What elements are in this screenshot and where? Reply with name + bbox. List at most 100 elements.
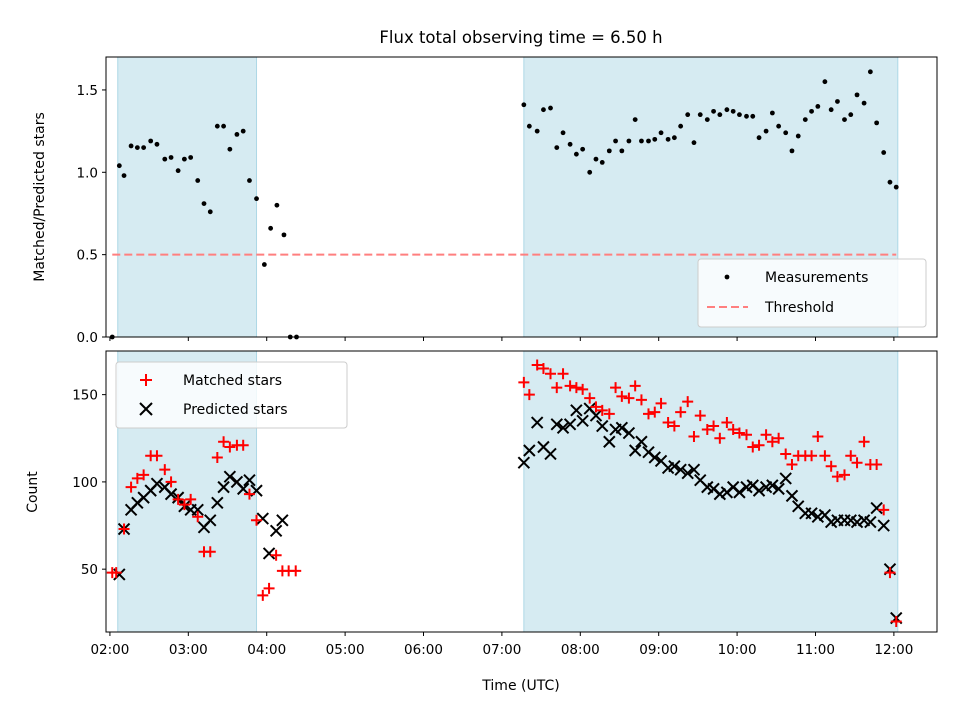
matched-star-point [760,429,772,441]
measurement-point [881,150,887,155]
x-tick-label: 12:00 [874,642,913,658]
matched-star-point [551,382,563,394]
predicted-legend-marker [139,402,153,416]
matched-star-point [786,458,798,470]
matched-star-point [701,424,713,436]
predicted-star-point [544,447,557,461]
matched-star-point [257,589,269,601]
y-tick-label: 1.5 [77,83,98,99]
predicted-legend-label: Predicted stars [183,402,288,418]
measurement-point [580,146,586,152]
top-legend: Measurements Threshold [697,258,927,328]
matched-star-point [747,441,759,453]
bottom-y-axis: 50 100 150 [72,388,106,578]
measurement-point [188,155,194,160]
measurement-point [632,117,638,122]
matched-star-point [668,420,680,432]
matched-star-point [838,469,850,481]
predicted-star-point [523,444,536,457]
matched-star-point [662,417,674,429]
predicted-star-point [628,444,642,457]
measurement-point [554,145,560,150]
measurements-legend-marker [724,274,730,280]
measurement-point [842,117,847,122]
measurement-point [802,117,808,122]
matched-star-point [138,469,150,481]
predicted-star-point [262,547,276,560]
measurement-point [685,112,691,118]
matched-star-point [125,481,137,493]
measurement-point [737,112,742,118]
matched-star-point [858,436,870,448]
measurement-point [809,108,814,114]
measurement-point [121,173,127,178]
x-tick-label: 04:00 [247,642,286,658]
predicted-star-point [615,421,629,435]
matched-star-point [694,410,706,422]
matched-star-point [118,523,130,535]
measurement-point [141,145,147,150]
matched-star-point [682,396,694,408]
predicted-star-point [864,515,877,529]
matched-star-markers [106,359,902,628]
matched-star-point [675,406,687,418]
top-panel: 0.0 0.5 1.0 1.5 Matched/Predicted stars Mea… [32,56,938,346]
measurement-point [744,113,749,119]
bottom-y-axis-title: Count [25,471,41,513]
measurement-point [168,155,174,160]
matched-star-point [616,390,628,402]
matched-star-point [290,565,302,577]
predicted-star-point [603,435,616,448]
measurement-point [776,123,782,129]
predicted-star-point [648,451,661,464]
bottom-legend: Matched stars Predicted stars [115,361,348,429]
matched-star-point [773,432,785,444]
y-tick-label: 0.0 [77,330,98,346]
matched-star-point [192,511,204,523]
predicted-star-point [674,463,687,476]
measurement-point [521,102,527,108]
measurement-point [783,130,789,136]
y-tick-label: 1.0 [77,165,98,181]
measurement-point [613,138,618,144]
predicted-star-point [877,519,890,532]
matched-star-point [237,439,249,451]
predicted-star-point [785,489,799,503]
measurement-point [534,128,540,134]
matched-star-point [523,389,535,401]
matched-star-point [557,368,569,380]
matched-star-point [537,362,549,374]
y-tick-label: 150 [72,388,98,404]
measurement-point [828,107,834,113]
top-x-axis [109,337,895,341]
predicted-star-point [622,426,636,440]
matched-star-point [204,546,216,558]
bottom-x-axis: 02:00 03:00 04:00 05:00 06:00 07:00 08:00 09:00… [90,632,913,658]
x-tick-label: 08:00 [561,642,600,658]
matched-star-point [211,451,223,463]
matched-star-point [610,382,622,394]
measurement-point [671,135,677,141]
matched-star-point [740,429,752,441]
matched-star-point [178,499,190,511]
matched-star-point [629,380,641,392]
measurement-point [116,163,122,169]
measurement-point [195,178,201,183]
measurement-point [711,108,716,114]
measurement-point [658,130,664,136]
measurement-point [234,132,240,137]
predicted-star-point [530,416,544,429]
bottom-plot-frame [105,350,938,633]
measurement-point [763,128,769,134]
measurement-point [134,145,140,150]
measurement-point [678,123,684,129]
matched-star-point [649,406,661,418]
matched-star-point [185,493,197,505]
measurement-point [593,156,599,162]
measurement-point [835,99,840,104]
measurement-point [606,148,612,154]
measurement-point [867,69,873,75]
predicted-star-point [668,459,681,473]
matched-star-point [831,471,843,483]
matched-star-point [596,404,608,416]
